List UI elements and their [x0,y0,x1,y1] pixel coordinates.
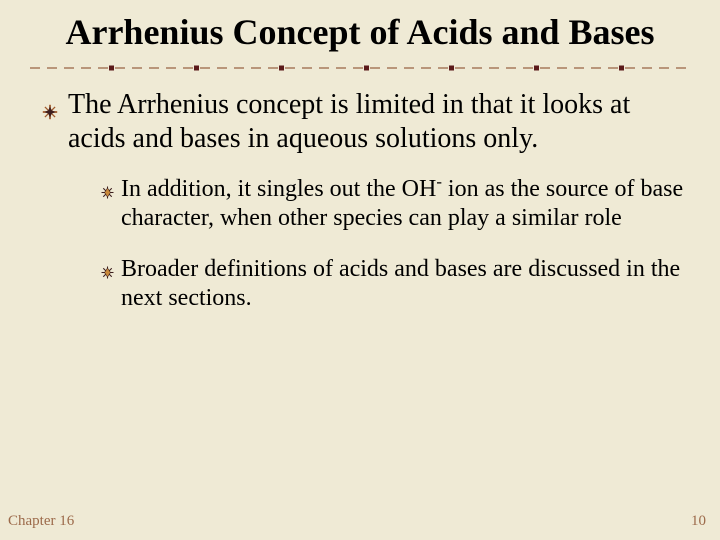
bullet-level1-item: The Arrhenius concept is limited in that… [42,88,692,156]
title-divider [28,62,692,74]
footer-chapter: Chapter 16 [8,513,74,530]
compass-icon [100,179,115,208]
footer-page-number: 10 [691,513,706,530]
bullet-text: In addition, it singles out the OH- ion … [121,175,692,234]
text-pre: In addition, it singles out the OH [121,176,436,202]
slide: Arrhenius Concept of Acids and Bases The… [0,0,720,540]
starburst-icon [42,95,58,129]
bullet-level2-item: Broader definitions of acids and bases a… [100,255,692,314]
bullet-text: Broader definitions of acids and bases a… [121,255,692,314]
slide-title: Arrhenius Concept of Acids and Bases [28,12,692,52]
bullet-level2-item: In addition, it singles out the OH- ion … [100,175,692,234]
bullet-text: The Arrhenius concept is limited in that… [68,88,692,156]
compass-icon [100,259,115,288]
